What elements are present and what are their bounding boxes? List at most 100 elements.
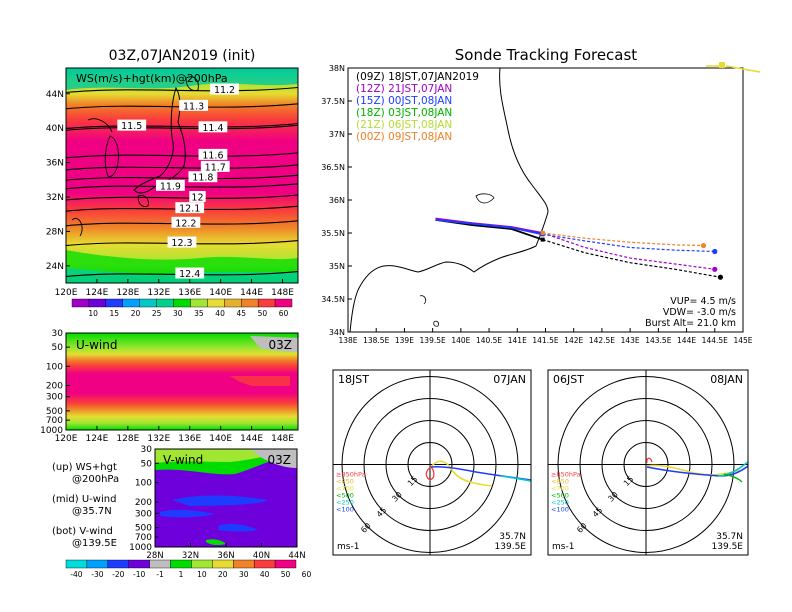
track-line-ascent	[435, 218, 543, 236]
vwind-colorbar-segment	[233, 559, 255, 569]
contour-label-bg	[175, 267, 205, 279]
vwind-label: V-wind	[163, 453, 203, 467]
hodograph-level-legend: <500	[336, 492, 354, 500]
ws-map-y-axis: 24N 28N 32N 36N 40N 44N	[46, 90, 70, 272]
track-legend-entry: (12Z) 21JST,07JAN	[356, 83, 452, 95]
hodograph-ring-label: 60	[575, 521, 589, 535]
contour-label-bg	[189, 191, 206, 202]
uwind-y-tick-label: 500	[46, 407, 63, 417]
vwind-x-tick-label: 44N	[288, 551, 305, 561]
hodograph-level-legend: <500	[551, 492, 569, 500]
vwind-x-tick-label: 36N	[217, 551, 234, 561]
track-endpoint	[717, 274, 724, 280]
ws-colorbar-label: 15	[110, 309, 120, 318]
hodograph-level-legend: <850	[551, 478, 569, 486]
uwind-y-tick-label: 300	[46, 393, 63, 403]
uwind-x-tick-label: 148E	[271, 434, 294, 444]
height-contour-line	[66, 194, 298, 201]
contour-label-bg	[167, 236, 197, 248]
track-y-tick-label: 36.5N	[321, 163, 345, 172]
hodograph-level-legend: <100	[551, 506, 569, 514]
track-out-of-frame-marker	[719, 62, 725, 68]
vwind-colorbar: -40 -30 -20 -10 -1 1 10 20 30 40 50 60	[65, 559, 311, 579]
ws-colorbar-segment	[207, 298, 225, 308]
track-legend-entry: (18Z) 03JST,08JAN	[356, 107, 452, 119]
height-contour-line	[66, 123, 298, 130]
ws-map-x-tick-label: 148E	[271, 288, 294, 298]
hodograph-level-legend: <700	[551, 485, 569, 493]
track-y-tick-label: 35.5N	[321, 229, 345, 238]
track-x-tick-label: 144E	[677, 336, 696, 345]
height-contour-line	[66, 103, 298, 110]
track-y-tick-label: 37N	[329, 130, 345, 139]
hodograph-ring-label: 45	[591, 506, 605, 520]
hodograph-ring-label: 15	[406, 475, 420, 489]
ws-colorbar-segment	[156, 298, 174, 308]
track-x-tick-label: 141E	[508, 336, 527, 345]
uwind-x-tick-label: 120E	[55, 434, 78, 444]
contour-label: 12.4	[179, 269, 200, 280]
vwind-y-tick-label: 1000	[129, 543, 152, 553]
vwind-colorbar-segment	[253, 559, 276, 569]
hodograph-level-legend: <250	[336, 499, 354, 507]
track-x-tick-label: 143.5E	[645, 336, 671, 345]
hodograph-frame	[547, 369, 749, 556]
uwind-y-tick-label: 200	[46, 381, 63, 391]
hodograph-wind-trace	[717, 461, 748, 477]
ws-map-y-tick-label: 44N	[46, 90, 64, 100]
contour-label: 11.7	[205, 162, 226, 173]
track-line-float	[542, 233, 715, 253]
vwind-colorbar-label: 1	[179, 570, 184, 579]
vwind-colorbar-segment	[65, 559, 88, 569]
uwind-y-tick-label: 50	[52, 343, 64, 353]
note-up-line1: (up) WS+hgt	[52, 462, 117, 473]
vwind-colorbar-label: -30	[91, 570, 103, 579]
hodograph-wind-trace	[646, 457, 653, 464]
hodograph-wind-trace	[425, 466, 435, 481]
track-panel: (09Z) 18JST,07JAN2019(12Z) 21JST,07JAN(1…	[321, 62, 761, 345]
vwind-colorbar-segment	[170, 559, 192, 569]
ws-map-x-tick-label: 140E	[209, 288, 232, 298]
ws-colorbar-segment	[274, 298, 293, 308]
ws-map-x-tick-label: 144E	[240, 288, 263, 298]
hodograph-time-left: 18JST	[338, 373, 369, 386]
vwind-colorbar-label: 40	[260, 570, 270, 579]
vwind-x-tick-label: 28N	[146, 551, 163, 561]
track-x-tick-label: 145E	[733, 336, 752, 345]
track-x-tick-label: 142.5E	[589, 336, 615, 345]
contour-label-bg	[179, 99, 208, 111]
track-endpoint	[712, 248, 718, 255]
track-endpoint	[700, 242, 707, 249]
track-y-tick-label: 35N	[329, 262, 345, 271]
contour-label: 11.2	[214, 85, 235, 96]
track-legend-entry: (15Z) 00JST,08JAN	[356, 95, 452, 107]
track-legend-entry: (21Z) 06JST,08JAN	[356, 119, 452, 131]
hodograph-units: ms-1	[337, 542, 359, 552]
vwind-x-tick-label: 32N	[182, 551, 199, 561]
track-x-tick-label: 143E	[621, 336, 640, 345]
uwind-y-tick-label: 700	[46, 416, 63, 426]
note-mid-line1: (mid) U-wind	[52, 494, 116, 505]
vwind-y-tick-label: 200	[135, 498, 152, 508]
hodograph-level-legend: ≥850hPa	[551, 471, 581, 479]
contour-label: 11.3	[183, 101, 204, 112]
contour-label: 12.3	[171, 238, 192, 249]
contour-label-bg	[210, 83, 239, 95]
ws-colorbar-segment	[224, 298, 242, 308]
vwind-colorbar-segment	[149, 559, 171, 569]
uwind-x-tick-label: 124E	[85, 434, 108, 444]
contour-label: 12	[191, 193, 203, 204]
ws-map-frame	[65, 67, 299, 284]
ws-map-y-tick-label: 36N	[46, 159, 64, 169]
vwind-y-tick-label: 100	[135, 479, 152, 489]
ws-map-x-tick-label: 120E	[55, 288, 78, 298]
ws-colorbar-label: 60	[279, 309, 289, 318]
ws-colorbar-label: 25	[152, 309, 162, 318]
hodograph-ring-label: 30	[606, 490, 620, 504]
vwind-colorbar-label: 30	[239, 570, 249, 579]
ws-map-x-tick-label: 128E	[116, 288, 139, 298]
